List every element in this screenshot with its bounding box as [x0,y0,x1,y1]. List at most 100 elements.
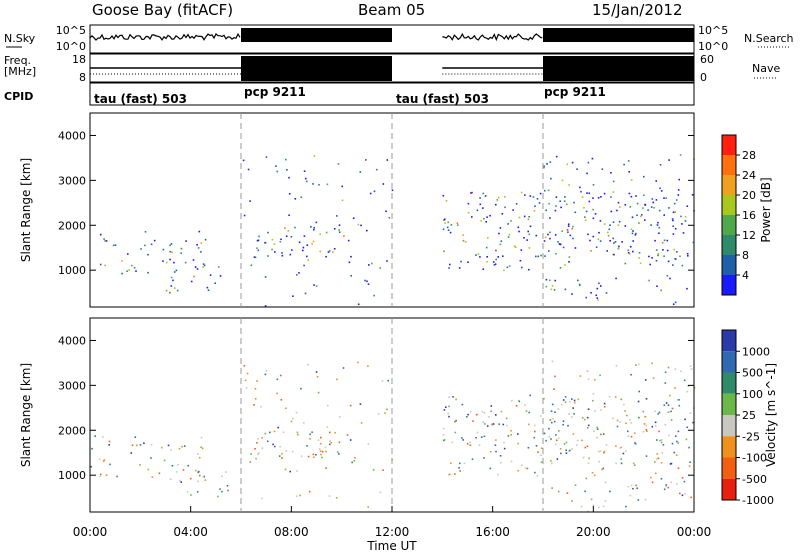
echo-cell [151,476,154,478]
echo-cell [526,467,529,470]
echo-cell [681,264,684,267]
echo-cell [688,465,691,467]
echo-cell [667,366,670,369]
echo-cell [677,189,680,191]
echo-cell [662,444,665,446]
echo-cell [612,221,615,223]
echo-cell [656,453,659,455]
echo-cell [604,481,607,484]
echo-cell [276,170,279,173]
echo-cell [592,504,595,507]
echo-cell [204,238,207,241]
echo-cell [651,425,654,428]
echo-cell [519,259,522,262]
echo-cell [381,380,384,382]
echo-cell [569,449,571,452]
echo-cell [636,487,638,490]
echo-cell [633,432,636,434]
velocity-echo-dots [90,360,696,513]
echo-cell [140,248,142,250]
echo-cell [467,413,469,416]
echo-cell [678,404,681,407]
echo-cell [285,158,287,161]
echo-cell [677,430,680,433]
echo-cell [645,424,647,427]
echo-cell [470,192,472,194]
colorbar-tick-label: 4 [742,269,749,282]
colorbar-swatch [722,478,736,500]
echo-cell [448,415,450,418]
echo-cell [294,226,296,229]
echo-cell [550,177,552,180]
echo-cell [630,373,632,376]
echo-cell [672,303,675,305]
echo-cell [384,412,386,414]
echo-cell [517,433,519,435]
echo-cell [495,203,497,206]
echo-cell [335,497,338,499]
echo-cell [569,234,572,237]
echo-cell [454,420,456,423]
echo-cell [99,475,101,478]
echo-cell [447,229,450,231]
echo-cell [507,236,510,238]
echo-cell [326,426,329,428]
echo-cell [612,417,614,420]
echo-cell [528,411,530,414]
echo-cell [291,450,294,453]
echo-cell [550,288,553,291]
echo-cell [571,293,573,295]
echo-cell [341,199,344,202]
echo-cell [245,387,248,389]
y-tick-label: 3000 [58,379,86,392]
echo-cell [568,256,571,258]
echo-cell [625,450,627,452]
echo-cell [359,403,362,405]
echo-cell [605,292,608,294]
echo-cell [615,277,617,280]
echo-cell [350,275,352,277]
echo-cell [620,458,622,460]
echo-cell [202,476,205,478]
echo-cell [551,421,553,424]
echo-cell [608,228,611,231]
nsky-label: N.Sky [4,32,36,45]
echo-cell [528,216,530,218]
echo-cell [386,159,389,161]
x-tick-label: 00:00 [677,525,712,539]
echo-cell [197,471,199,474]
echo-cell [607,231,609,234]
echo-cell [674,211,676,213]
nsearch-tick-low: 10^0 [698,40,728,53]
echo-cell [379,267,381,269]
echo-cell [201,447,204,450]
echo-cell [372,469,375,471]
echo-cell [349,439,352,441]
echo-cell [623,163,625,166]
echo-cell [194,266,197,268]
echo-cell [102,460,105,462]
echo-cell [673,202,676,205]
echo-cell [671,407,674,410]
colorbar-swatch [722,255,736,275]
echo-cell [579,284,581,286]
echo-cell [442,434,445,436]
echo-cell [487,237,489,239]
echo-cell [684,418,686,421]
echo-cell [306,180,308,183]
echo-cell [459,470,461,472]
echo-cell [549,279,551,282]
echo-cell [359,171,362,173]
echo-cell [669,277,671,280]
echo-cell [571,161,574,164]
echo-cell [528,247,531,249]
echo-cell [467,202,470,205]
echo-cell [91,447,93,450]
echo-cell [627,435,630,437]
echo-cell [442,194,445,197]
echo-cell [540,454,542,456]
echo-cell [653,207,655,209]
echo-cell [528,233,531,236]
echo-cell [566,163,569,166]
echo-cell [572,433,575,435]
